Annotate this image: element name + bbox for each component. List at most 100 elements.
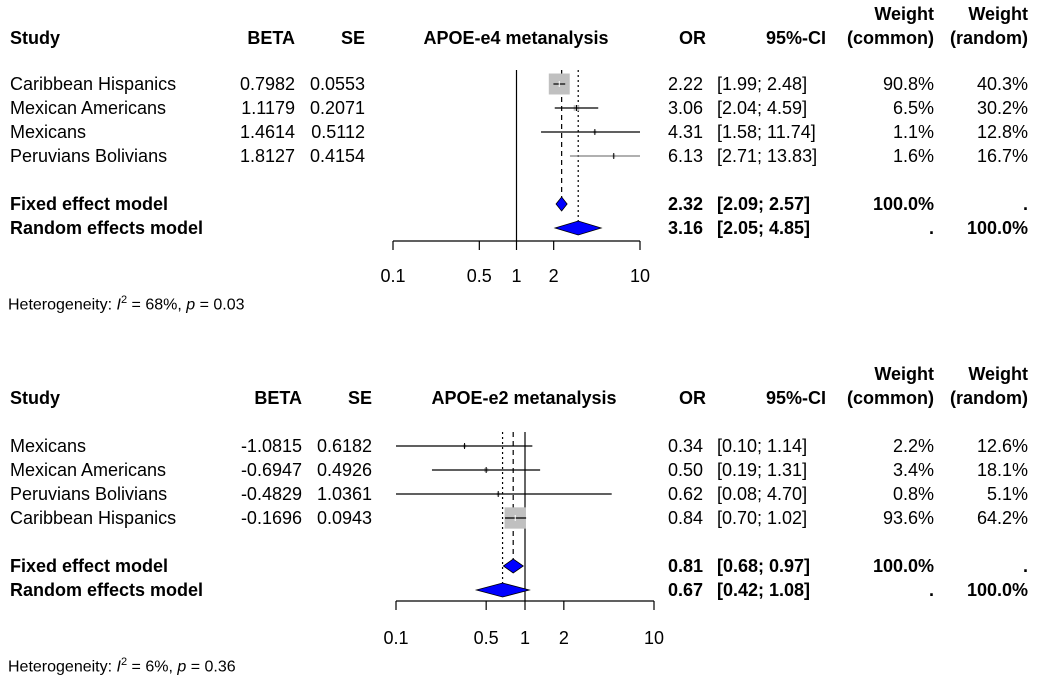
model-name: Random effects model [10,218,204,238]
model-diamond [474,582,531,598]
model-ci: [0.68; 0.97] [717,556,811,576]
i2-symbol: I [116,296,121,314]
model-diamond [553,220,603,236]
p-value: = 0.36 [186,658,236,676]
study-ci: [1.58; 11.74] [717,122,816,142]
study-or: 3.06 [668,98,704,118]
study-weight-random: 12.8% [976,122,1028,142]
model-weight-random: 100.0% [966,218,1028,238]
study-weight-random: 40.3% [976,74,1028,94]
study-or: 0.62 [668,484,704,504]
study-weight-random: 64.2% [976,508,1028,528]
study-or: 0.84 [668,508,704,528]
study-ci: [0.08; 4.70] [717,484,808,504]
study-name: Peruvians Bolivians [10,146,168,166]
model-weight-common: . [928,218,934,238]
study-or: 2.22 [668,74,704,94]
header-plot-title: APOE-e2 metanalysis [431,388,617,408]
study-or: 6.13 [668,146,704,166]
heterogeneity-stat: Heterogeneity: I2 = 68%, p = 0.03 [8,291,245,314]
model-name: Random effects model [10,580,204,600]
model-or: 3.16 [668,218,704,238]
study-weight-random: 12.6% [976,436,1028,456]
model-weight-common: . [928,580,934,600]
x-tick-label: 0.5 [466,266,492,286]
study-weight-common: 2.2% [892,436,934,456]
study-se: 0.5112 [311,122,365,142]
header-study: Study [10,28,61,48]
forest-plot-canvas [392,70,641,250]
x-tick-label: 0.1 [380,266,406,286]
i2-exponent: 2 [120,656,128,668]
study-name: Mexicans [10,436,87,456]
study-weight-random: 5.1% [986,484,1028,504]
model-name: Fixed effect model [10,194,169,214]
study-weight-random: 16.7% [976,146,1028,166]
i2-value: = 6%, [127,658,178,676]
study-ci: [0.70; 1.02] [717,508,808,528]
study-ci: [0.10; 1.14] [717,436,808,456]
i2-symbol: I [116,658,121,676]
study-weight-common: 0.8% [892,484,934,504]
model-or: 0.81 [668,556,704,576]
study-weight-common: 1.1% [892,122,934,142]
heterogeneity-stat: Heterogeneity: I2 = 6%, p = 0.36 [8,653,236,676]
header-or: OR [679,388,706,408]
study-weight-random: 30.2% [976,98,1028,118]
model-diamond [555,196,568,212]
header-study: Study [10,388,61,408]
study-name: Mexicans [10,122,87,142]
study-se: 0.4154 [309,146,365,166]
model-weight-random: . [1022,194,1028,214]
x-tick-label: 10 [643,628,665,648]
study-weight-common: 6.5% [892,98,934,118]
study-name: Caribbean Hispanics [10,508,177,528]
study-se: 1.0361 [316,484,372,504]
p-symbol: p [186,296,196,314]
x-tick-label: 10 [629,266,651,286]
i2-exponent: 2 [120,294,128,306]
study-name: Caribbean Hispanics [10,74,177,94]
forest-plot-canvas [395,432,655,610]
forest-plot-apoe-e4: Study BETA SE APOE-e4 metanalysis OR 95%-CI We… [0,0,1044,335]
model-ci: [0.42; 1.08] [717,580,811,600]
header-or: OR [679,28,706,48]
study-beta: -0.4829 [240,484,302,504]
study-beta: 1.8127 [239,146,295,166]
header-weight-random-1: Weight [968,4,1028,24]
study-se: 0.4926 [316,460,372,480]
study-beta: 0.7982 [239,74,295,94]
header-beta: BETA [254,388,302,408]
model-or: 2.32 [668,194,704,214]
study-weight-common: 90.8% [882,74,934,94]
heterogeneity-label: Heterogeneity: [8,296,117,314]
header-se: SE [340,28,365,48]
study-or: 0.50 [668,460,704,480]
study-beta: 1.4614 [239,122,295,142]
study-beta: 1.1179 [241,98,295,118]
model-ci: [2.09; 2.57] [717,194,811,214]
study-name: Mexican Americans [10,98,167,118]
x-tick-label: 1 [519,628,530,648]
study-se: 0.2071 [309,98,365,118]
header-weight-common-2: (common) [847,28,934,48]
study-or: 4.31 [668,122,704,142]
header-ci: 95%-CI [765,388,826,408]
study-se: 0.6182 [316,436,372,456]
header-weight-random-2: (random) [950,28,1028,48]
model-or: 0.67 [668,580,704,600]
model-diamond [502,558,524,574]
forest-plot-apoe-e2: Study BETA SE APOE-e2 metanalysis OR 95%-CI We… [0,360,1044,695]
header-ci: 95%-CI [765,28,826,48]
study-or: 0.34 [668,436,704,456]
header-weight-random-2: (random) [950,388,1028,408]
header-weight-random-1: Weight [968,364,1028,384]
study-beta: -0.6947 [240,460,302,480]
study-se: 0.0553 [309,74,365,94]
model-ci: [2.05; 4.85] [717,218,811,238]
model-weight-random: . [1022,556,1028,576]
header-plot-title: APOE-e4 metanalysis [423,28,609,48]
study-weight-common: 1.6% [892,146,934,166]
x-tick-label: 2 [548,266,559,286]
study-beta: -0.1696 [240,508,302,528]
